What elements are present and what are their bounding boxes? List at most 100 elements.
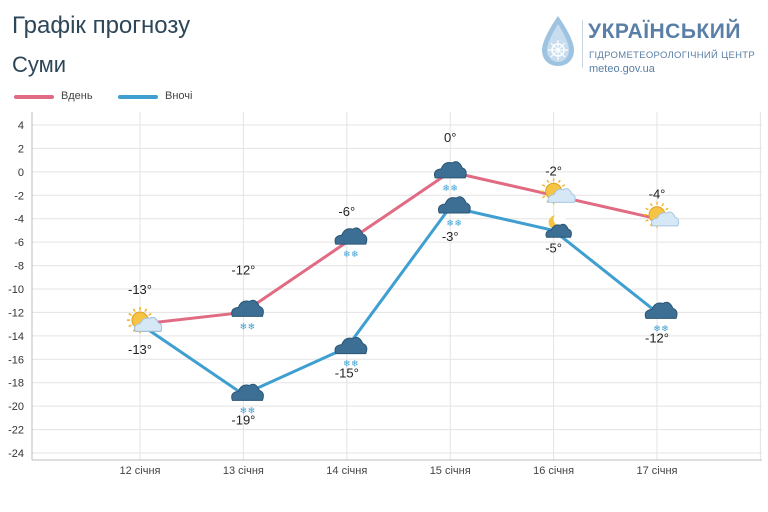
series-line-night [138,205,659,396]
y-tick-label: -20 [8,401,24,413]
data-label-night: -5° [545,240,562,255]
cloud-snow-icon: ❄ ❄ [644,301,678,333]
x-tick-label: 14 січня [326,465,367,477]
data-label-night: -19° [231,412,255,427]
logo-subname: ГІДРОМЕТЕОРОЛОГІЧНИЙ ЦЕНТР [589,50,755,61]
snowflake: ❄ [442,183,450,193]
data-point-night: -5° [545,213,572,255]
chart-subtitle: Суми [12,52,67,77]
x-tick-label: 13 січня [223,465,264,477]
cloud-snow-icon: ❄ ❄ [433,161,467,193]
sun-ray [645,207,649,211]
y-tick-label: -8 [14,261,24,273]
cloud-snow-icon: ❄ ❄ [334,227,368,259]
cloud-snow-icon: ❄ ❄ [231,299,264,331]
data-label-day: -13° [128,282,152,297]
sun-ray [557,179,561,184]
y-tick-label: -12 [8,307,24,319]
cloud-snow-icon: ❄ ❄ [334,336,368,369]
snowflake: ❄ [661,323,669,333]
cloud-shape [433,161,467,179]
cloud-shape [651,211,680,227]
cloud-shape [547,188,576,203]
data-point-day: ❄ ❄ -12° [231,262,264,331]
moon-shadow [553,213,566,226]
snowflake: ❄ [653,323,661,333]
data-label-night: -3° [442,229,459,244]
data-point-day: ❄ ❄ -6° [334,204,368,259]
y-tick-label: 4 [18,120,24,132]
y-tick-label: -6 [14,237,24,249]
logo-divider [582,20,583,68]
logo-url[interactable]: meteo.gov.ua [589,63,655,75]
data-label-night: -13° [128,342,152,357]
data-label-day: -12° [231,262,255,277]
y-tick-label: -18 [8,378,24,390]
snowflake: ❄ [248,321,256,331]
snowflake: ❄ [450,183,458,193]
y-tick-label: -4 [14,214,24,226]
chart-title: Графік прогнозу [12,12,191,39]
data-point-night: ❄ ❄-12° [644,301,678,345]
sun-ray [561,184,566,187]
snowflake: ❄ [351,249,359,259]
cloud-shape [334,227,368,245]
logo-name: УКРАЇНСЬКИЙ [588,20,741,43]
cloud-shape [231,383,264,401]
y-tick-label: -22 [8,425,24,437]
data-point-night: ❄ ❄-15° [334,336,368,381]
partly-cloudy-icon [644,201,680,228]
data-point-day: ❄ ❄ 0° [433,130,467,193]
x-tick-label: 16 січня [533,465,574,477]
data-label-day: -6° [338,204,355,219]
snowflake: ❄ [240,321,248,331]
sun-ray [541,195,546,199]
y-tick-label: -10 [8,284,24,296]
cloud-shape [134,316,163,332]
sun-ray [645,219,649,222]
x-tick-label: 12 січня [120,465,161,477]
cloud-shape [545,223,572,238]
snowflake: ❄ [343,359,351,369]
cloud-snow-icon: ❄ ❄ [231,383,264,415]
y-tick-label: 2 [18,143,24,155]
snowflake: ❄ [454,218,462,228]
y-tick-label: 0 [18,167,24,179]
x-tick-label: 15 січня [430,465,471,477]
legend-swatch-day [14,95,54,99]
sun-ray [546,179,550,184]
sun-ray [128,312,132,316]
ugc-logo[interactable]: УКРАЇНСЬКИЙ ГІДРОМЕТЕОРОЛОГІЧНИЙ ЦЕНТР m… [538,14,762,75]
data-point-day: -4° [644,187,680,228]
cloud-shape [437,196,471,214]
sun-ray [132,308,136,312]
data-point-day: -2° [540,163,576,205]
y-tick-label: -24 [8,448,24,460]
y-tick-label: -2 [14,190,24,202]
night-cloudy-icon [545,213,572,238]
x-tick-label: 17 січня [637,465,678,477]
data-point-night: -13° [127,307,163,357]
snowflake: ❄ [248,405,256,415]
sun-ray [661,203,665,207]
series-line-day [138,170,659,326]
data-label-night: -12° [645,330,669,345]
data-point-night: ❄ ❄-3° [437,196,471,244]
snowflake: ❄ [351,359,359,369]
legend-swatch-night [118,95,158,99]
snowflake: ❄ [240,405,248,415]
sun-ray [148,312,152,316]
data-label-night: -15° [335,366,359,381]
sun-ray [128,324,132,328]
partly-cloudy-icon [540,178,576,205]
y-tick-label: -14 [8,331,24,343]
y-tick-label: -16 [8,354,24,366]
sun-ray [144,308,148,312]
legend-label-night: Вночі [165,90,193,102]
data-label-day: -2° [545,163,562,178]
grid: 4 2 0 -2 -4 -6 -8 -10 -12 -14 -16 -18 -20 -22 -24 12 сі… [8,112,762,477]
cloud-shape [231,299,264,317]
cloud-shape [334,336,368,355]
cloud-snow-icon: ❄ ❄ [437,196,471,228]
